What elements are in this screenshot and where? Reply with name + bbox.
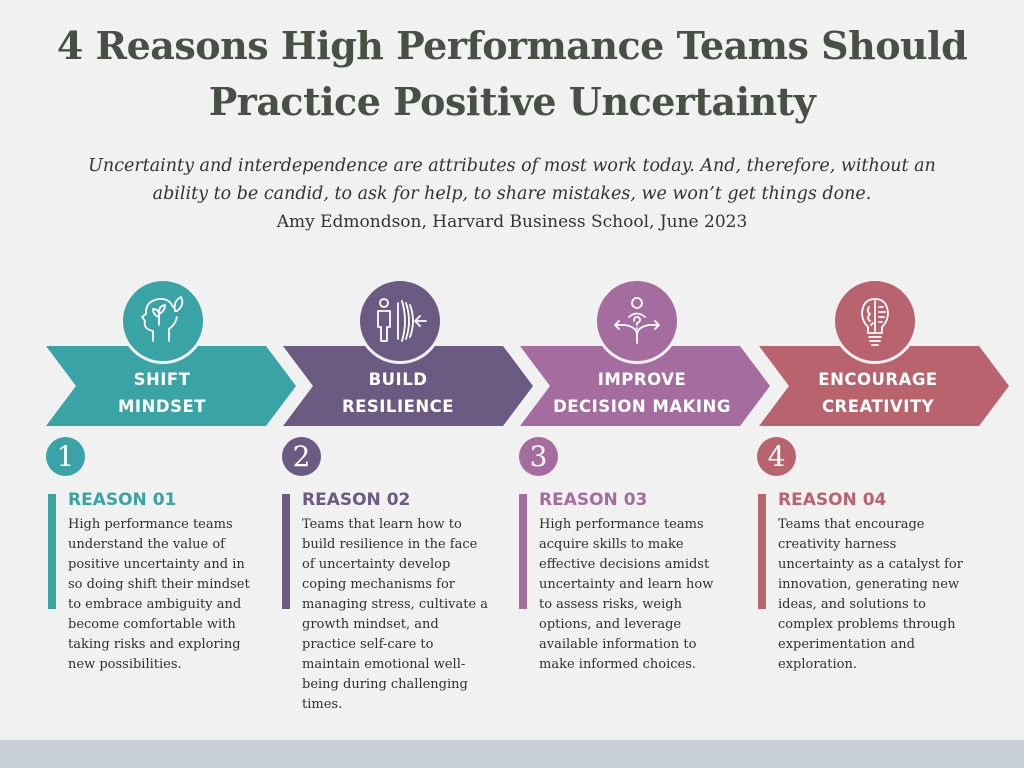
decision-arrows-icon: [594, 278, 680, 364]
number-badge-3: 3: [519, 437, 558, 476]
footer-band: [0, 740, 1024, 768]
arrow-build-resilience: [283, 346, 533, 426]
quote-attribution: Amy Edmondson, Harvard Business School, …: [276, 212, 748, 232]
title-line-1: 4 Reasons High Performance Teams Should: [56, 23, 968, 68]
reason-4-title: REASON 04: [778, 490, 887, 510]
quote-block: Uncertainty and interdependence are attr…: [60, 152, 964, 236]
arrow-label-3: IMPROVE DECISION MAKING: [532, 366, 752, 420]
arrow-label-2: BUILD RESILIENCE: [288, 366, 508, 420]
reason-1-text: High performance teams understand the va…: [68, 517, 250, 672]
quote-line-2: ability to be candid, to ask for help, t…: [152, 184, 872, 204]
chevron-arrows: [46, 346, 1009, 426]
title-line-2: Practice Positive Uncertainty: [208, 79, 816, 124]
reason-4-text: Teams that encourage creativity harness …: [778, 517, 963, 672]
number-badge-4: 4: [757, 437, 796, 476]
person-resilience-icon: [357, 278, 443, 364]
reason-2-text: Teams that learn how to build resilience…: [302, 517, 489, 712]
number-badge-2: 2: [282, 437, 321, 476]
arrow-label-3-line-2: DECISION MAKING: [553, 397, 731, 416]
arrow-encourage-creativity: [759, 346, 1009, 426]
reason-4-accent-bar: [758, 494, 766, 609]
reason-1-accent-bar: [48, 494, 56, 609]
quote-line-1: Uncertainty and interdependence are attr…: [88, 156, 936, 176]
reason-2-accent-bar: [282, 494, 290, 609]
arrow-label-1-line-2: MINDSET: [118, 397, 206, 416]
arrow-label-1-line-1: SHIFT: [133, 370, 191, 389]
reason-3-title: REASON 03: [539, 490, 648, 510]
arrow-label-3-line-1: IMPROVE: [597, 370, 687, 389]
reason-1-title: REASON 01: [68, 490, 177, 510]
page-title: 4 Reasons High Performance Teams Should …: [0, 18, 1024, 130]
arrow-label-4-line-1: ENCOURAGE: [818, 370, 938, 389]
lightbulb-brain-icon: [832, 278, 918, 364]
reason-3-accent-bar: [519, 494, 527, 609]
reason-3-text: High performance teams acquire skills to…: [539, 517, 714, 672]
arrow-improve-decision: [520, 346, 770, 426]
arrow-label-2-line-2: RESILIENCE: [341, 397, 455, 416]
reason-2-title: REASON 02: [302, 490, 411, 510]
arrow-label-1: SHIFT MINDSET: [52, 366, 272, 420]
arrow-label-2-line-1: BUILD: [368, 370, 428, 389]
mind-growth-icon: [120, 278, 206, 364]
arrow-label-4-line-2: CREATIVITY: [821, 397, 935, 416]
arrow-shift-mindset: [46, 346, 296, 426]
number-badge-1: 1: [46, 437, 85, 476]
arrow-label-4: ENCOURAGE CREATIVITY: [768, 366, 988, 420]
